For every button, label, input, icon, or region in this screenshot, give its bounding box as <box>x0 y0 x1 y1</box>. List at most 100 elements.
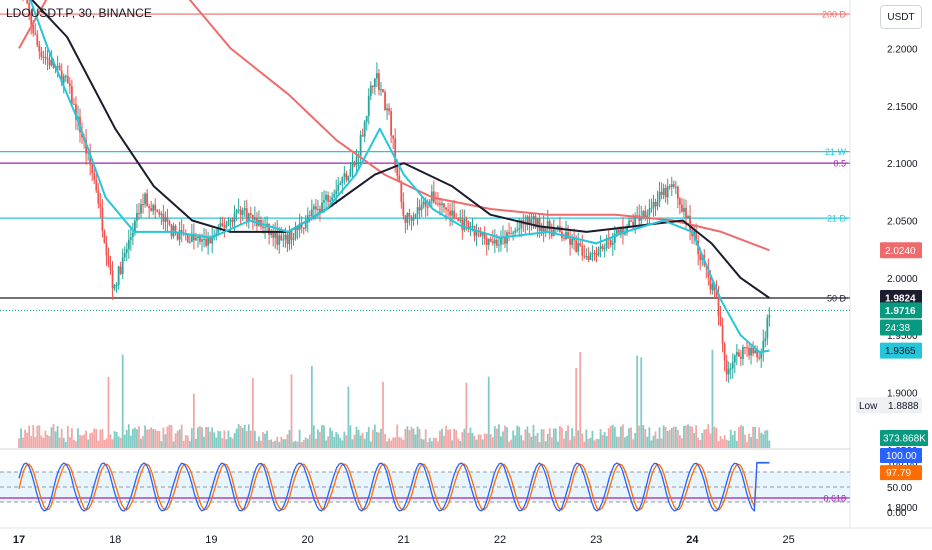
volume-bar <box>611 424 614 448</box>
candle-body <box>192 233 195 241</box>
volume-bar <box>571 428 574 448</box>
volume-bar <box>103 440 106 448</box>
volume-bar <box>378 432 380 448</box>
volume-bar <box>514 435 517 448</box>
volume-bar <box>81 435 83 448</box>
candle-body <box>300 223 303 228</box>
volume-bar <box>620 426 622 448</box>
candle-body <box>493 239 496 244</box>
candle-body <box>461 219 464 231</box>
volume-bar <box>375 432 378 448</box>
volume-bar <box>652 435 655 448</box>
volume-bar <box>369 441 372 448</box>
candle-body <box>577 243 580 252</box>
volume-bar <box>325 440 327 448</box>
volume-bar <box>290 374 293 448</box>
candle-body <box>142 204 144 206</box>
candle-body <box>733 355 736 363</box>
candle-body <box>262 226 264 229</box>
candle-body <box>64 75 67 77</box>
candle-body <box>518 228 521 230</box>
candle-body <box>544 228 547 234</box>
candle-body <box>81 132 83 138</box>
volume-bar <box>323 425 325 448</box>
level-label: 0.5 <box>833 159 846 169</box>
volume-bar <box>632 439 635 448</box>
candle-body <box>416 207 419 215</box>
volume-bar <box>689 426 691 448</box>
currency-button[interactable]: USDT <box>880 5 922 29</box>
candle-body <box>597 248 600 256</box>
volume-bar <box>544 441 547 448</box>
volume-bar <box>225 439 228 448</box>
volume-bar <box>693 432 696 448</box>
candle-body <box>148 206 151 209</box>
candle-body <box>526 216 529 225</box>
volume-bar <box>136 429 138 448</box>
volume-bar <box>292 441 295 448</box>
candle-body <box>727 368 730 375</box>
candle-body <box>569 238 571 245</box>
candle-body <box>390 111 393 136</box>
horizontal-levels: 200 D 21 W 0.5 21 D 50 D 0.618 <box>0 10 850 503</box>
volume-bar <box>432 437 435 448</box>
volume-bar <box>607 428 610 448</box>
candle-body <box>394 138 397 166</box>
candle-body <box>660 191 663 195</box>
volume-bar <box>138 426 140 448</box>
volume-bar <box>477 434 480 448</box>
candle-body <box>524 223 527 225</box>
candle-body <box>85 140 88 154</box>
candle-body <box>256 217 258 226</box>
candle-body <box>670 184 673 187</box>
price-tick: 2.1500 <box>887 102 918 113</box>
volume-bar <box>109 434 112 448</box>
volume-bar <box>119 437 122 448</box>
volume-bar <box>530 436 533 448</box>
volume-bar <box>498 424 500 448</box>
volume-bar <box>599 429 602 448</box>
volume-bar <box>156 430 159 448</box>
candle-body <box>674 186 677 188</box>
low-tag-value: 1.8888 <box>888 401 919 412</box>
candle-body <box>339 182 342 185</box>
candle-body <box>75 104 77 120</box>
volume-bar <box>701 433 704 448</box>
volume-bar <box>750 437 752 448</box>
volume-bar <box>569 440 571 448</box>
candle-body <box>516 229 519 231</box>
low-tag-prefix: Low <box>859 401 878 412</box>
volume-bar <box>489 434 492 448</box>
candle-body <box>563 238 565 240</box>
candle-body <box>514 230 517 233</box>
candle-body <box>725 360 728 375</box>
candle-body <box>451 210 454 216</box>
candle-body <box>528 216 531 224</box>
candle-body <box>481 232 484 236</box>
time-axis[interactable]: 17 18 19 20 21 22 23 24 25 <box>13 534 795 546</box>
volume-bar <box>764 430 767 448</box>
volume-bar <box>455 430 458 448</box>
candle-body <box>373 78 376 87</box>
volume-bar <box>42 437 45 448</box>
candle-body <box>603 248 606 250</box>
candle-body <box>298 223 301 230</box>
candle-body <box>424 201 427 207</box>
volume-bar <box>105 438 108 448</box>
candle-body <box>217 227 220 234</box>
candle-body <box>107 255 110 265</box>
ema-mid-line <box>30 0 770 299</box>
volume-bar <box>249 430 252 448</box>
volume-bar <box>567 425 569 448</box>
volume-bar <box>713 426 716 448</box>
volume-bar <box>587 438 590 448</box>
candle-body <box>378 73 380 91</box>
volume-bar <box>593 440 596 448</box>
volume-bar <box>321 424 323 448</box>
candle-body <box>125 249 128 253</box>
volume-bar <box>723 435 726 448</box>
volume-bar <box>199 426 201 448</box>
price-tag-bg <box>880 289 922 306</box>
volume-bar <box>408 430 411 448</box>
